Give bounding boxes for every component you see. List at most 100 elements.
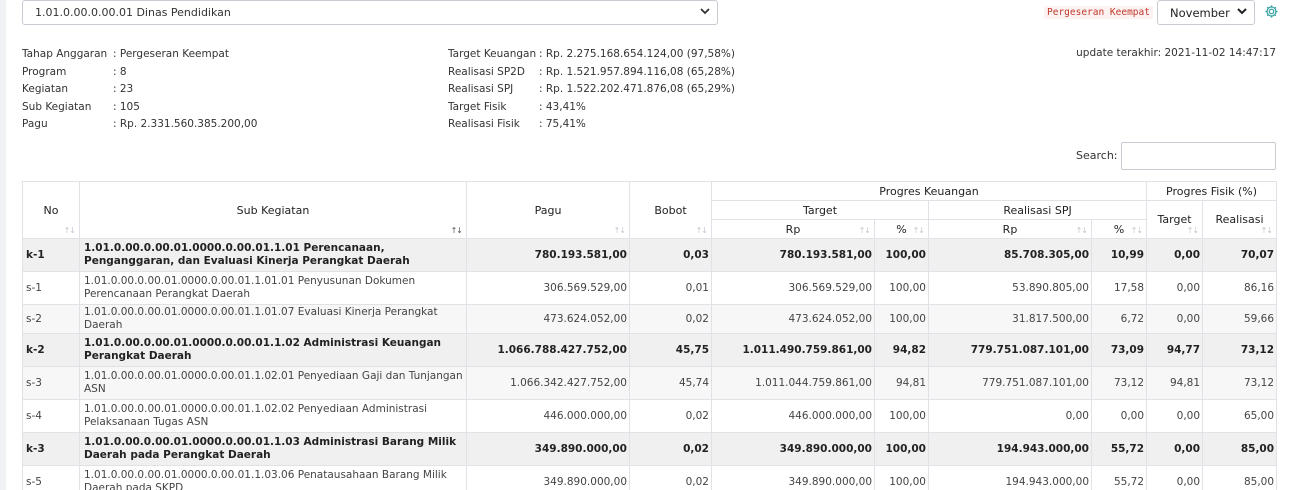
column-header-sub-kegiatan[interactable]: Sub Kegiatan ↑↓ [79,181,467,239]
month-select-value: November [1170,6,1230,20]
column-header-target-rp[interactable]: Rp ↑↓ [711,219,875,239]
cell-spj-rp: 194.943.000,00 [928,432,1092,466]
info-value: : Rp. 1.522.202.471.876,08 (65,29%) [539,83,735,95]
chevron-down-icon [1237,8,1247,15]
column-header-target-pct[interactable]: % ↑↓ [874,219,929,239]
info-row: Kegiatan: 23 [22,81,257,99]
cell-pagu: 473.624.052,00 [466,304,630,334]
info-value: : 43,41% [539,100,586,113]
column-group-realisasi-spj: Realisasi SPJ [927,200,1148,220]
cell-no: s-5 [22,465,80,490]
table-row[interactable]: k-2 1.01.0.00.0.00.01.0000.0.00.01.1.02 … [22,333,1278,367]
budget-summary-left: Tahap Anggaran: Pergeseran Keempat Progr… [22,46,257,134]
cell-target-rp: 780.193.581,00 [711,238,875,272]
table-row[interactable]: s-5 1.01.0.00.0.00.01.0000.0.00.01.1.03.… [22,465,1278,490]
cell-fisik-realisasi: 65,00 [1202,399,1278,433]
cell-target-rp: 349.890.000,00 [711,465,875,490]
cell-fisik-realisasi: 59,66 [1202,304,1278,334]
info-row: Realisasi SPJ : Rp. 1.522.202.471.876,08 … [448,81,735,99]
column-group-target: Target [711,200,929,220]
column-header-fisik-realisasi[interactable]: Realisasi ↑↓ [1202,200,1278,239]
gear-icon[interactable] [1264,4,1279,19]
cell-spj-pct: 17,58 [1090,271,1148,305]
sort-icon: ↑↓ [63,226,76,235]
header-label: Pagu [534,203,562,217]
cell-sub-kegiatan: 1.01.0.00.0.00.01.0000.0.00.01.1.01.07 E… [79,304,467,334]
info-label: Realisasi SPJ [448,83,514,95]
table-row[interactable]: s-4 1.01.0.00.0.00.01.0000.0.00.01.1.02.… [22,399,1278,433]
cell-bobot: 0,02 [629,304,712,334]
column-header-bobot[interactable]: Bobot ↑↓ [629,181,712,239]
header-label: Target [802,203,838,217]
cell-fisik-realisasi: 86,16 [1202,271,1278,305]
header-label: Bobot [654,203,687,217]
table-row[interactable]: s-1 1.01.0.00.0.00.01.0000.0.00.01.1.01.… [22,271,1278,305]
cell-spj-pct: 55,72 [1090,465,1148,490]
table-row[interactable]: s-3 1.01.0.00.0.00.01.0000.0.00.01.1.02.… [22,366,1278,400]
cell-pagu: 1.066.342.427.752,00 [466,366,630,400]
stage-badge: Pergeseran Keempat [1044,6,1153,19]
cell-spj-rp: 31.817.500,00 [928,304,1092,334]
cell-spj-pct: 55,72 [1090,432,1148,466]
cell-sub-kegiatan: 1.01.0.00.0.00.01.0000.0.00.01.1.02.02 P… [79,399,467,433]
cell-fisik-target: 0,00 [1146,271,1204,305]
cell-spj-rp: 779.751.087.101,00 [928,366,1092,400]
cell-fisik-target: 94,77 [1146,333,1204,367]
info-label: Target Fisik [448,100,507,113]
cell-pagu: 306.569.529,00 [466,271,630,305]
unit-select[interactable]: 1.01.0.00.0.00.01 Dinas Pendidikan [22,0,718,25]
info-row: Target Keuangan: Rp. 2.275.168.654.124,0… [448,46,735,64]
info-value: : 105 [113,100,140,113]
info-value: : Rp. 1.521.957.894.116,08 (65,28%) [539,65,735,78]
cell-fisik-target: 0,00 [1146,304,1204,334]
cell-spj-pct: 73,09 [1090,333,1148,367]
search-label: Search: [1076,149,1118,162]
table-row[interactable]: k-3 1.01.0.00.0.00.01.0000.0.00.01.1.03 … [22,432,1278,466]
info-label: Realisasi Fisik [448,118,520,130]
cell-target-pct: 94,82 [874,333,929,367]
sort-icon: ↑↓ [1260,226,1273,235]
budget-summary-right: Target Keuangan: Rp. 2.275.168.654.124,0… [448,46,735,134]
cell-no: k-3 [22,432,80,466]
info-row: Realisasi Fisik: 75,41% [448,116,735,134]
info-row: Program: 8 [22,64,257,82]
cell-spj-rp: 85.708.305,00 [928,238,1092,272]
cell-fisik-target: 0,00 [1146,432,1204,466]
column-header-fisik-target[interactable]: Target ↑↓ [1146,200,1204,239]
table-row[interactable]: k-1 1.01.0.00.0.00.01.0000.0.00.01.1.01 … [22,238,1278,272]
left-edge [0,0,6,490]
cell-target-rp: 1.011.044.759.861,00 [711,366,875,400]
info-label: Target Keuangan [448,48,537,60]
header-label: Sub Kegiatan [236,203,310,217]
header-label: Rp [785,222,801,236]
cell-target-rp: 306.569.529,00 [711,271,875,305]
info-row: Sub Kegiatan : 105 [22,99,257,117]
header-label: Progres Fisik (%) [1166,184,1258,198]
cell-target-pct: 100,00 [874,304,929,334]
column-header-spj-pct[interactable]: % ↑↓ [1090,219,1148,239]
cell-bobot: 45,74 [629,366,712,400]
info-label: Kegiatan [22,83,69,95]
table-row[interactable]: s-2 1.01.0.00.0.00.01.0000.0.00.01.1.01.… [22,304,1278,334]
column-header-no[interactable]: No ↑↓ [22,181,80,239]
sort-icon: ↑↓ [912,226,925,235]
sort-ascending-icon: ↑↓ [450,226,463,235]
cell-spj-pct: 73,12 [1090,366,1148,400]
cell-target-pct: 100,00 [874,465,929,490]
cell-bobot: 0,02 [629,432,712,466]
info-value: : Pergeseran Keempat [113,48,229,60]
info-label: Realisasi SP2D [448,65,525,78]
cell-bobot: 0,03 [629,238,712,272]
month-select[interactable]: November [1157,0,1255,25]
column-header-pagu[interactable]: Pagu ↑↓ [466,181,630,239]
cell-spj-pct: 6,72 [1090,304,1148,334]
header-label: Target [1157,213,1192,226]
cell-fisik-target: 0,00 [1146,399,1204,433]
cell-fisik-target: 0,00 [1146,465,1204,490]
cell-bobot: 0,02 [629,465,712,490]
cell-pagu: 1.066.788.427.752,00 [466,333,630,367]
info-label: Sub Kegiatan [22,100,92,113]
info-row: Tahap Anggaran: Pergeseran Keempat [22,46,257,64]
search-input[interactable] [1121,142,1276,170]
column-header-spj-rp[interactable]: Rp ↑↓ [928,219,1092,239]
